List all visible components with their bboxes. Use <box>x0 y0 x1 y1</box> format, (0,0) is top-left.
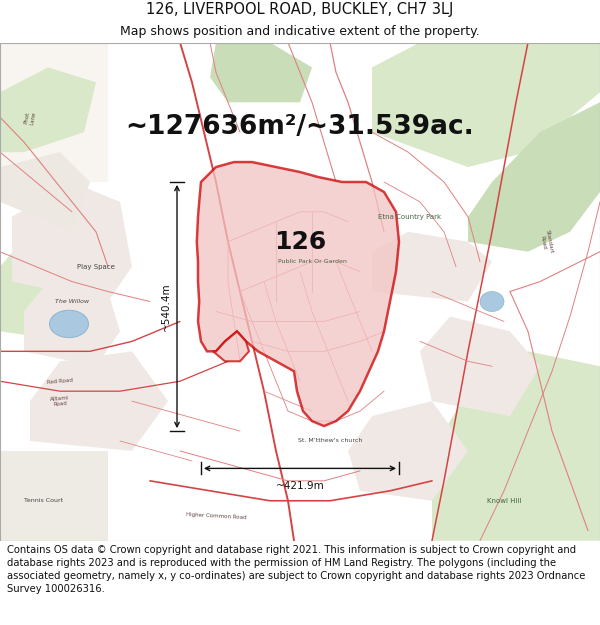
Polygon shape <box>348 401 468 501</box>
Text: St. M’tthew's church: St. M’tthew's church <box>298 439 362 444</box>
Text: Etna Country Park: Etna Country Park <box>378 214 441 220</box>
Polygon shape <box>0 42 108 182</box>
Polygon shape <box>420 316 540 416</box>
Text: ~421.9m: ~421.9m <box>275 481 325 491</box>
Polygon shape <box>0 152 90 232</box>
Text: Play Space: Play Space <box>77 264 115 269</box>
Text: Tennis Court: Tennis Court <box>24 498 63 503</box>
Text: Higher Common Road: Higher Common Road <box>185 512 247 520</box>
Polygon shape <box>468 102 600 252</box>
Text: The Willow: The Willow <box>55 299 89 304</box>
Polygon shape <box>210 42 312 102</box>
Polygon shape <box>30 351 168 451</box>
Polygon shape <box>0 451 108 541</box>
Text: 126: 126 <box>274 230 326 254</box>
Text: Contains OS data © Crown copyright and database right 2021. This information is : Contains OS data © Crown copyright and d… <box>7 545 586 594</box>
Text: Alltami
Road: Alltami Road <box>50 395 70 408</box>
Text: Standart
Road: Standart Road <box>539 229 553 254</box>
Ellipse shape <box>49 310 89 338</box>
Text: Knowl Hill: Knowl Hill <box>487 498 521 504</box>
Polygon shape <box>0 68 96 152</box>
Polygon shape <box>12 182 132 301</box>
Text: ~127636m²/~31.539ac.: ~127636m²/~31.539ac. <box>125 114 475 140</box>
Polygon shape <box>24 282 120 366</box>
Text: 126, LIVERPOOL ROAD, BUCKLEY, CH7 3LJ: 126, LIVERPOOL ROAD, BUCKLEY, CH7 3LJ <box>146 2 454 17</box>
Text: Red Road: Red Road <box>47 378 73 385</box>
Text: Map shows position and indicative extent of the property.: Map shows position and indicative extent… <box>120 26 480 38</box>
Text: ~540.4m: ~540.4m <box>161 282 171 331</box>
Polygon shape <box>0 232 108 341</box>
Polygon shape <box>372 232 492 301</box>
Text: Public Park Or Garden: Public Park Or Garden <box>278 259 346 264</box>
Polygon shape <box>213 331 249 361</box>
Polygon shape <box>197 162 399 426</box>
Ellipse shape <box>480 291 504 311</box>
Text: Phot
Lane: Phot Lane <box>24 110 37 125</box>
Polygon shape <box>432 351 600 541</box>
Polygon shape <box>372 42 600 167</box>
